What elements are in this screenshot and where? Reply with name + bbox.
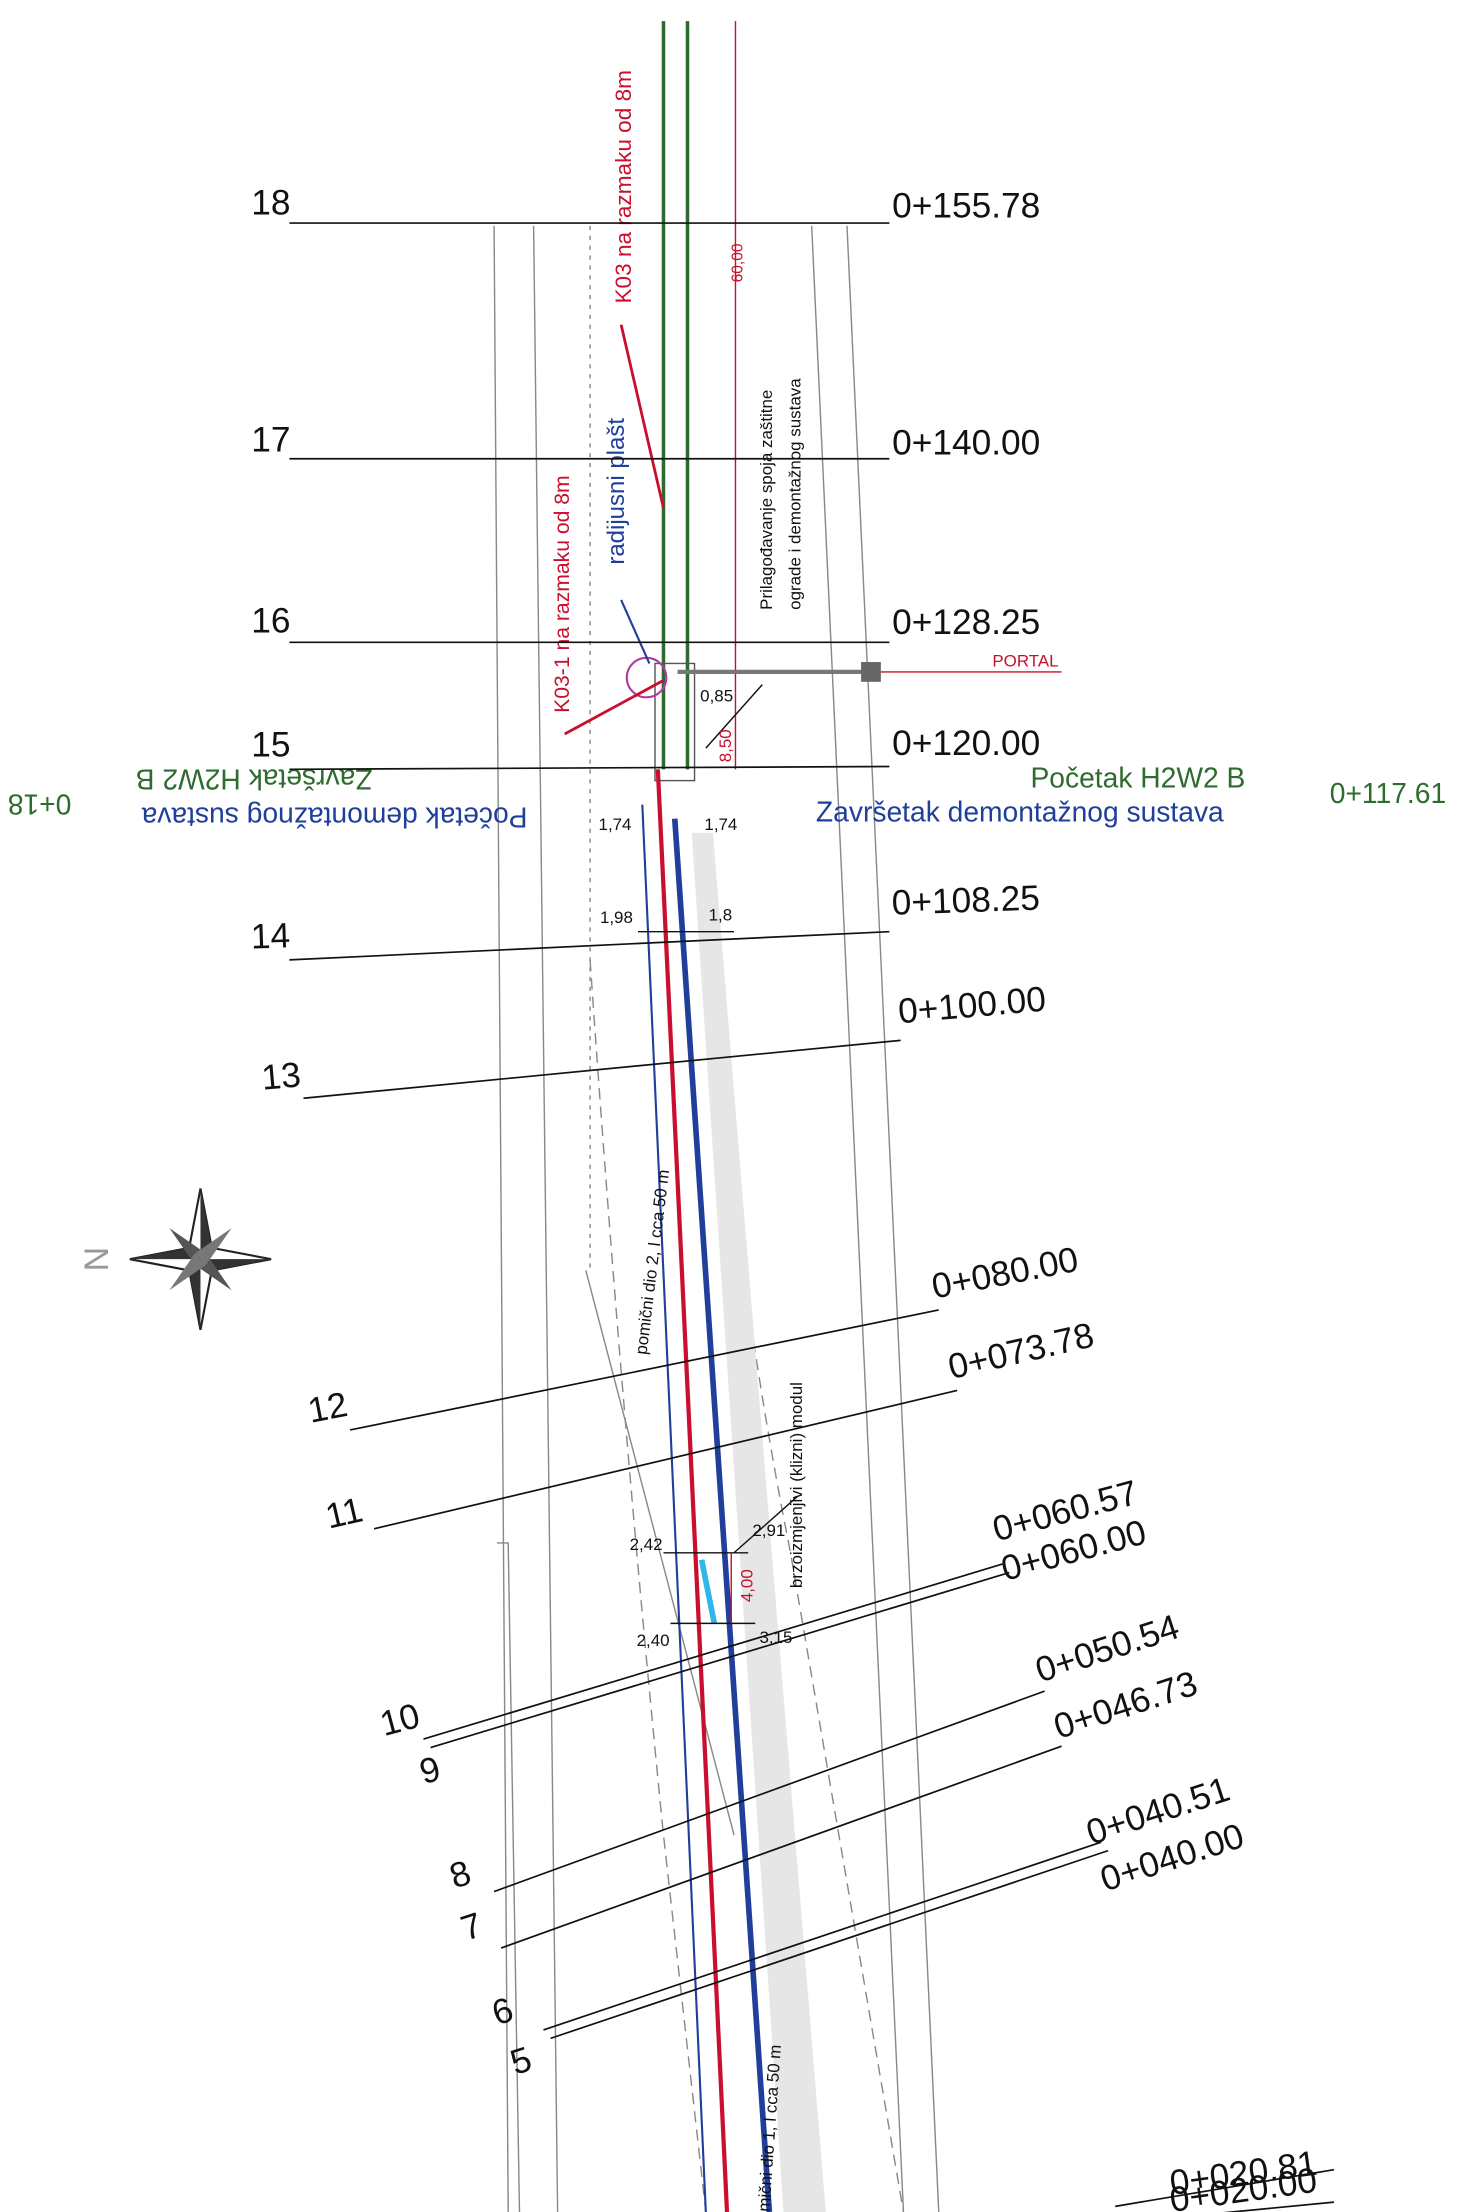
station-number: 11 [322,1490,366,1536]
station-line [289,767,889,770]
annotation: K03 na razmaku od 8m [611,70,636,303]
station-line [374,1390,957,1528]
station-number: 7 [456,1905,487,1948]
dimension-label: 1,74 [704,815,737,834]
dimension-label: 2,40 [637,1631,670,1650]
annotation: 0+117.61 [1330,777,1446,809]
station-line [304,1040,901,1098]
annotation: K03-1 na razmaku od 8m [551,475,574,713]
annotation: ograde i demontažnog sustava [785,378,804,610]
annotation: pomični dio 2, l cca 50 m [632,1168,674,1355]
leader [565,680,664,734]
station-number: 5 [506,2040,537,2083]
leader [621,600,649,664]
drawing: N K03 na razmaku od 8m 60,00 Prilagođava… [0,0,1478,2212]
mirrored-annotation: Početak demontažnog sustava [141,801,527,833]
station-chainage: 0+108.25 [891,879,1040,923]
dimension-label: 1,74 [599,815,632,834]
station-number: 9 [415,1749,444,1792]
dimension-label: 8,50 [716,729,735,762]
module [702,1560,715,1624]
station-number: 12 [305,1385,351,1431]
station-number: 18 [251,184,290,223]
dimension-label: 60,00 [730,243,747,282]
station-line [431,1573,1010,1748]
station-chainage: 0+120.00 [892,724,1040,763]
station-chainage: 0+080.00 [929,1240,1082,1307]
north-label: N [77,1247,115,1271]
station-line [289,932,889,960]
mirrored-annotation: 0+18 [8,789,72,821]
station-chainage: 0+140.00 [892,424,1040,463]
annotation: Završetak demontažnog sustava [816,796,1224,828]
dimension-label: 0,85 [700,687,733,706]
compass [130,1189,271,1330]
mirrored-annotation: Završetak H2W2 B [136,763,373,795]
station-number: 16 [251,601,290,640]
station-chainage: 0+128.25 [892,603,1040,642]
station-number: 14 [250,916,291,956]
annotation: brzoizmjenjivi (klizni) modul [787,1382,806,1588]
station-line [543,1842,1101,2030]
station-number: 8 [445,1853,476,1896]
station-chainage: 0+073.78 [944,1316,1097,1387]
dimension-label: 1,8 [709,905,733,924]
annotation: radijusni plašt [603,418,630,565]
station-number: 6 [487,1990,518,2033]
station-chainage: 0+100.00 [897,980,1048,1032]
station-chainage: 0+155.78 [892,186,1040,225]
dimension-label: 2,91 [752,1521,785,1540]
annotation: Početak H2W2 B [1030,762,1245,794]
portal-label: PORTAL [992,651,1058,670]
dimension-label: 2,42 [630,1535,663,1554]
station-number: 13 [260,1055,302,1097]
annotation: Prilagođavanje spoja zaštitne [757,390,776,610]
dimension-label: 4,00 [737,1569,756,1602]
radius-circle [627,658,667,698]
station-number: 15 [251,726,290,765]
dimension-label: 1,98 [600,908,633,927]
blue-thin-rail [642,805,706,2212]
station-number: 10 [376,1696,424,1744]
station-number: 17 [251,421,290,460]
portal-post [861,662,881,682]
dimension-label: 3,15 [759,1628,792,1647]
station-line [551,1851,1109,2039]
